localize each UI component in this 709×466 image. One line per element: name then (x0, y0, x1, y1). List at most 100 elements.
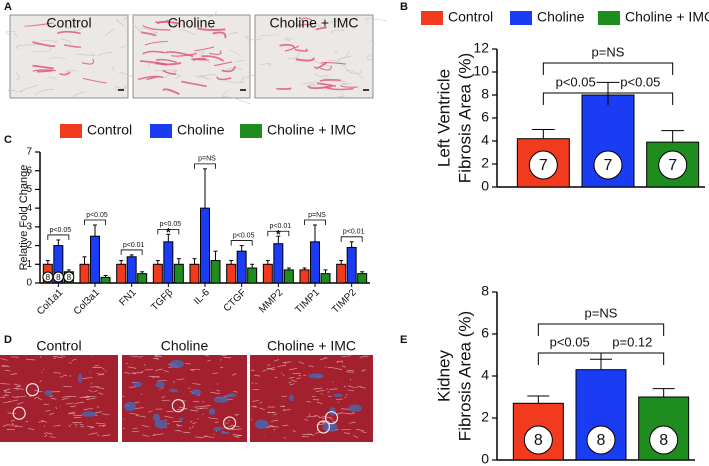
tissue-texture (212, 372, 219, 374)
tissue-texture (129, 386, 137, 388)
tissue-texture (123, 371, 131, 374)
tissue-texture (161, 387, 164, 389)
significance-bracket (600, 352, 665, 365)
collagen-stain (124, 401, 136, 412)
collagen-fiber (221, 65, 236, 73)
collagen-fiber (319, 65, 332, 71)
collagen-stain (220, 431, 231, 434)
bar (357, 273, 368, 284)
tissue-texture (277, 365, 286, 367)
y-tick-label: 2 (26, 240, 32, 251)
tissue-texture (260, 34, 279, 37)
star-label: * (166, 226, 171, 240)
tissue-texture (210, 392, 220, 394)
collagen-fiber (300, 17, 313, 21)
bar (90, 235, 100, 284)
tissue-texture (360, 386, 366, 389)
y-axis-label: Kidney (434, 350, 453, 402)
tissue-texture (5, 31, 16, 36)
tissue-texture (88, 389, 93, 392)
tissue-texture (194, 406, 203, 408)
tissue-texture (207, 359, 211, 362)
tissue-texture (48, 412, 55, 416)
tissue-texture (148, 410, 153, 413)
collagen-fiber (294, 48, 308, 52)
n-badge (52, 271, 64, 283)
tissue-texture (27, 427, 35, 431)
tissue-texture (266, 367, 276, 371)
tissue-texture (288, 377, 294, 379)
collagen-fiber (284, 45, 300, 52)
tissue-texture (361, 431, 367, 434)
tissue-texture (188, 387, 191, 390)
tissue-texture (204, 436, 215, 438)
bar (283, 269, 294, 284)
tissue-texture (141, 424, 150, 428)
tissue-texture (206, 11, 217, 17)
tissue-texture (196, 73, 216, 78)
collagen-fiber (140, 31, 157, 37)
collagen-fiber (171, 52, 197, 57)
tissue-texture (347, 369, 355, 372)
x-tick-label: FN1 (118, 287, 139, 308)
tissue-texture (197, 394, 200, 396)
micrograph (9, 14, 129, 99)
tissue-texture (79, 423, 84, 426)
tissue-texture (53, 372, 62, 374)
tissue-texture (282, 361, 292, 364)
n-label: 8 (534, 432, 543, 449)
tissue-texture (129, 412, 140, 415)
tissue-texture (60, 354, 66, 358)
y-tick-label: 0 (481, 451, 489, 466)
x-tick-label: IL-6 (192, 287, 212, 307)
tissue-texture (38, 421, 44, 423)
collagen-stain (348, 404, 362, 413)
tissue-texture (164, 70, 178, 78)
significance-bracket (120, 249, 143, 255)
glomerulus (222, 416, 237, 430)
collagen-fiber (212, 31, 227, 39)
collagen-stain (213, 396, 230, 403)
significance-label: p<0.05 (556, 74, 596, 89)
tissue-texture (305, 83, 317, 87)
collagen-stain (154, 420, 168, 429)
tissue-texture (59, 405, 61, 407)
significance-bracket (84, 219, 106, 225)
image-label: Choline + IMC (269, 15, 358, 31)
tissue-texture (10, 419, 15, 422)
tissue-texture (273, 413, 278, 416)
tissue-texture (223, 356, 232, 359)
collagen-fiber (181, 80, 207, 88)
tissue-texture (73, 423, 78, 425)
tissue-texture (316, 389, 325, 392)
tissue-texture (53, 424, 61, 427)
tissue-texture (102, 367, 105, 370)
tissue-texture (4, 369, 11, 372)
tissue-texture (140, 355, 143, 358)
y-tick-label: 7 (26, 147, 32, 158)
y-tick-label: 10 (473, 63, 489, 79)
tissue-texture (25, 358, 35, 361)
y-tick-label: 4 (481, 367, 489, 383)
tissue-texture (194, 51, 205, 56)
tissue-texture (189, 427, 192, 430)
tissue-texture (10, 373, 18, 375)
tissue-texture (71, 358, 77, 361)
y-tick-label: 0 (481, 178, 489, 194)
legend-swatch (60, 124, 82, 138)
collagen-fiber (82, 77, 107, 84)
glomerulus (171, 399, 185, 413)
tissue-texture (131, 430, 140, 433)
significance-label: p<0.05 (50, 227, 72, 234)
legend-label: Choline (537, 9, 585, 25)
tissue-texture (70, 405, 77, 408)
bar (336, 263, 347, 284)
y-tick-label: 1 (26, 259, 32, 270)
tissue-texture (250, 419, 253, 421)
tissue-texture (192, 422, 197, 425)
tissue-texture (370, 40, 376, 44)
tissue-texture (336, 412, 342, 415)
panel-label: D (4, 334, 12, 346)
tissue-texture (154, 355, 163, 358)
